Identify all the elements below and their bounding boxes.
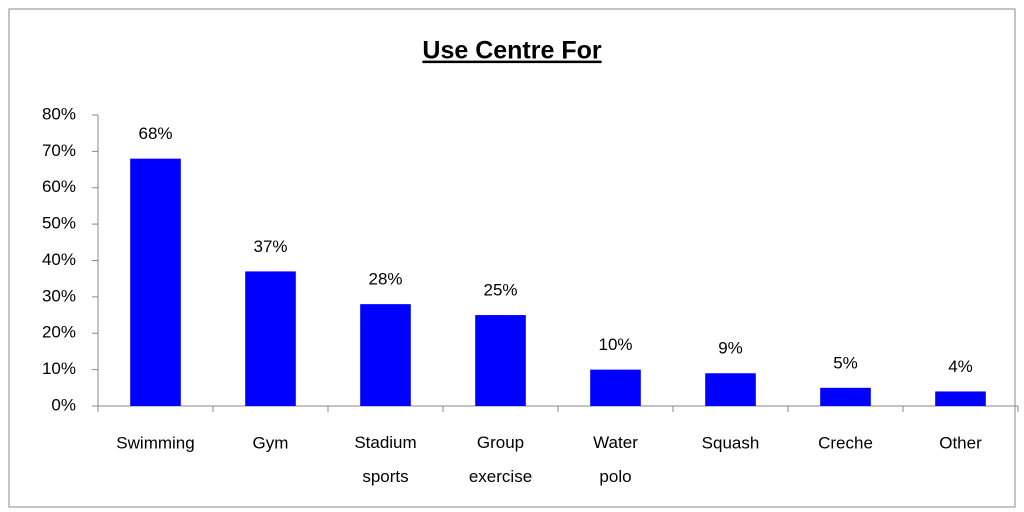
bar — [475, 315, 526, 406]
bar — [705, 373, 756, 406]
bar — [360, 304, 411, 406]
y-tick-label: 30% — [42, 286, 76, 305]
x-tick-label: Other — [939, 433, 982, 452]
data-label: 68% — [138, 124, 172, 143]
data-label: 25% — [483, 281, 517, 300]
x-tick-label: Swimming — [116, 433, 194, 452]
data-label: 28% — [368, 270, 402, 289]
y-tick-label: 10% — [42, 359, 76, 378]
y-tick-label: 80% — [42, 104, 76, 123]
bar — [245, 271, 296, 406]
data-label: 4% — [948, 357, 973, 376]
x-tick-label: Stadium sports — [354, 433, 416, 486]
y-tick-label: 70% — [42, 141, 76, 160]
data-label: 37% — [253, 237, 287, 256]
chart-title: Use Centre For — [422, 37, 601, 65]
data-label: 10% — [598, 335, 632, 354]
data-label: 9% — [718, 339, 743, 358]
x-tick-label: Gym — [253, 433, 289, 452]
y-tick-label: 0% — [51, 395, 76, 414]
y-tick-label: 20% — [42, 323, 76, 342]
x-tick-label: Group exercise — [469, 433, 532, 486]
bar — [935, 391, 986, 406]
y-tick-label: 60% — [42, 177, 76, 196]
bar — [590, 369, 641, 406]
y-tick-label: 50% — [42, 214, 76, 233]
bar — [130, 158, 181, 406]
data-label: 5% — [833, 353, 858, 372]
bar — [820, 387, 871, 406]
x-tick-label: Squash — [702, 433, 760, 452]
x-tick-label: Creche — [818, 433, 873, 452]
x-tick-label: Water polo — [593, 433, 638, 486]
y-tick-label: 40% — [42, 250, 76, 269]
